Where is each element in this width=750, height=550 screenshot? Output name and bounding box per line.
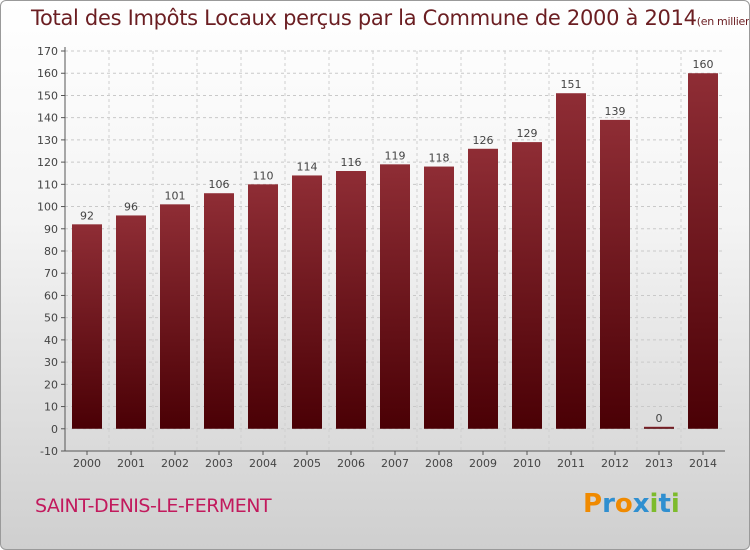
bar bbox=[688, 73, 718, 429]
data-label: 110 bbox=[253, 169, 274, 182]
y-tick-label: 70 bbox=[44, 267, 58, 280]
bar bbox=[600, 119, 630, 429]
y-tick-label: 160 bbox=[37, 67, 58, 80]
bar bbox=[116, 215, 146, 429]
x-tick-label: 2014 bbox=[689, 457, 717, 470]
data-label: 92 bbox=[80, 209, 94, 222]
data-label: 119 bbox=[385, 149, 406, 162]
data-label: 118 bbox=[429, 152, 450, 165]
y-tick-label: 30 bbox=[44, 356, 58, 369]
data-label: 116 bbox=[341, 156, 362, 169]
x-tick-label: 2011 bbox=[557, 457, 585, 470]
y-tick-label: 60 bbox=[44, 289, 58, 302]
data-label: 151 bbox=[561, 78, 582, 91]
logo-letter: t bbox=[658, 489, 671, 519]
data-label: 106 bbox=[209, 178, 230, 191]
y-tick-label: 0 bbox=[51, 423, 58, 436]
data-label: 0 bbox=[656, 412, 663, 425]
x-tick-label: 2000 bbox=[73, 457, 101, 470]
bar bbox=[160, 204, 190, 429]
x-tick-label: 2001 bbox=[117, 457, 145, 470]
y-tick-label: 130 bbox=[37, 134, 58, 147]
x-tick-label: 2012 bbox=[601, 457, 629, 470]
y-tick-label: 120 bbox=[37, 156, 58, 169]
proxiti-logo: Proxiti bbox=[583, 489, 680, 519]
x-tick-label: 2004 bbox=[249, 457, 277, 470]
logo-letter: x bbox=[632, 489, 650, 519]
bar bbox=[644, 426, 674, 429]
data-label: 126 bbox=[473, 134, 494, 147]
data-label: 96 bbox=[124, 200, 138, 213]
bar bbox=[380, 164, 410, 429]
x-tick-label: 2009 bbox=[469, 457, 497, 470]
logo-letter: i bbox=[649, 489, 659, 519]
commune-name: SAINT-DENIS-LE-FERMENT bbox=[35, 495, 272, 517]
data-label: 114 bbox=[297, 160, 318, 173]
y-tick-label: 80 bbox=[44, 245, 58, 258]
data-label: 129 bbox=[517, 127, 538, 140]
bar bbox=[468, 148, 498, 429]
data-labels: 92 96 101 106 110 114 116 119 118 126 129 151 139 0 16… bbox=[80, 58, 714, 425]
bar bbox=[292, 175, 322, 429]
logo-letter: o bbox=[614, 489, 633, 519]
bar bbox=[424, 166, 454, 429]
y-tick-label: 100 bbox=[37, 201, 58, 214]
y-tick-label: 50 bbox=[44, 312, 58, 325]
title-text: Total des Impôts Locaux perçus par la Co… bbox=[31, 6, 697, 30]
y-tick-label: 90 bbox=[44, 223, 58, 236]
unit-note: (en milliers d'€) bbox=[696, 15, 750, 28]
x-tick-label: 2006 bbox=[337, 457, 365, 470]
bar bbox=[556, 93, 586, 429]
data-label: 139 bbox=[605, 105, 626, 118]
y-tick-label: 40 bbox=[44, 334, 58, 347]
logo-letter: i bbox=[670, 489, 680, 519]
bar bbox=[512, 142, 542, 429]
y-tick-label: 170 bbox=[37, 45, 58, 58]
x-tick-label: 2003 bbox=[205, 457, 233, 470]
data-label: 101 bbox=[165, 189, 186, 202]
chart-title: Total des Impôts Locaux perçus par la Co… bbox=[31, 6, 750, 30]
bar bbox=[204, 193, 234, 429]
y-tick-label: 10 bbox=[44, 401, 58, 414]
bars bbox=[72, 73, 718, 429]
logo-letter: P bbox=[583, 489, 603, 519]
data-label: 160 bbox=[693, 58, 714, 71]
x-tick-label: 2013 bbox=[645, 457, 673, 470]
y-tick-label: 140 bbox=[37, 112, 58, 125]
x-tick-label: 2010 bbox=[513, 457, 541, 470]
axes: -10 0 10 20 30 40 50 60 70 80 90 100 110 120 130 140 150… bbox=[37, 45, 725, 470]
y-tick-label: -10 bbox=[40, 445, 58, 458]
x-tick-label: 2008 bbox=[425, 457, 453, 470]
x-tick-label: 2005 bbox=[293, 457, 321, 470]
x-tick-label: 2002 bbox=[161, 457, 189, 470]
y-tick-label: 110 bbox=[37, 178, 58, 191]
bar bbox=[248, 184, 278, 429]
bar bbox=[336, 171, 366, 429]
logo-letter: r bbox=[602, 489, 615, 519]
x-tick-label: 2007 bbox=[381, 457, 409, 470]
y-tick-label: 150 bbox=[37, 89, 58, 102]
y-tick-label: 20 bbox=[44, 378, 58, 391]
bar bbox=[72, 224, 102, 429]
